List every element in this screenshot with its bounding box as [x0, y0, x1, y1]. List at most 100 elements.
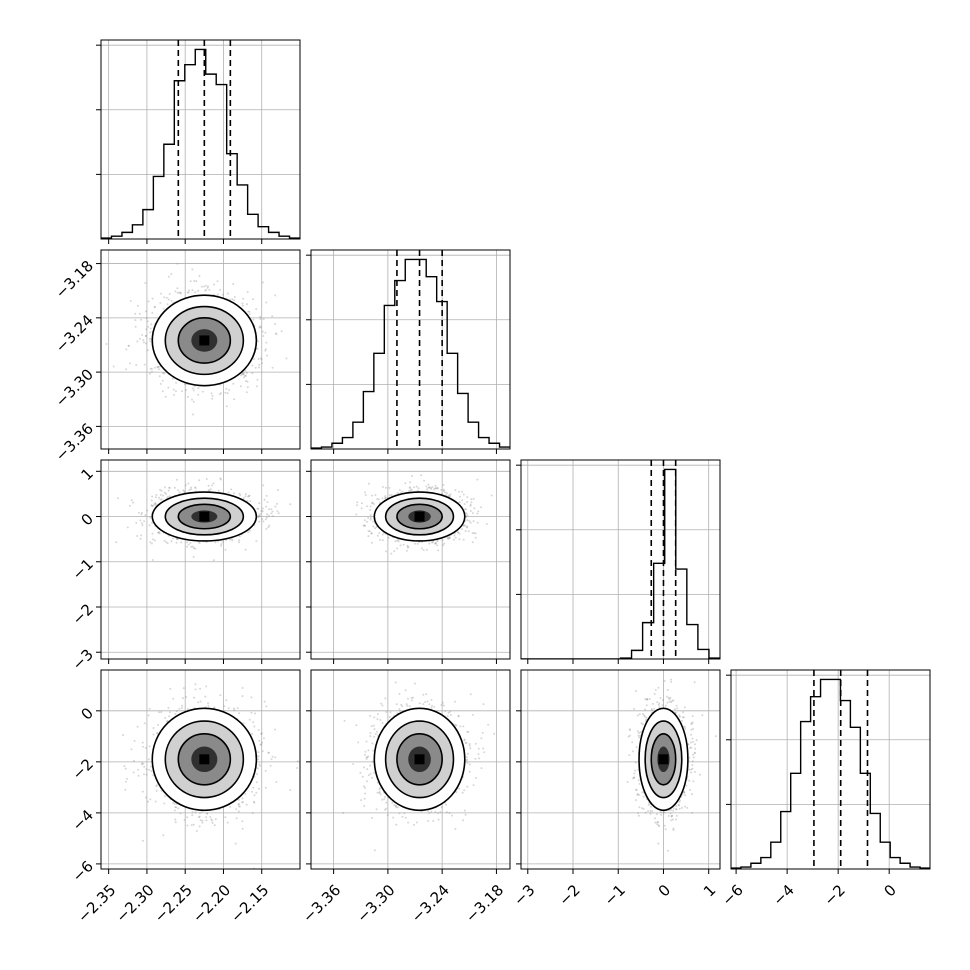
sample-point — [239, 494, 242, 497]
sample-point — [440, 488, 443, 491]
sample-point — [201, 390, 204, 393]
sample-point — [244, 495, 247, 498]
sample-point — [135, 364, 138, 366]
sample-point — [248, 310, 251, 313]
sample-point — [149, 327, 152, 330]
sample-point — [444, 491, 447, 494]
sample-point — [393, 550, 396, 553]
sample-point — [173, 486, 176, 489]
sample-point — [264, 349, 267, 352]
sample-point — [473, 531, 476, 534]
sample-point — [208, 289, 211, 291]
sample-point — [137, 304, 139, 307]
sample-point — [217, 489, 220, 492]
y-tick-label: −2 — [69, 600, 97, 628]
sample-point — [446, 537, 449, 540]
sample-point — [397, 540, 400, 543]
sample-point — [466, 526, 469, 529]
sample-point — [205, 816, 208, 819]
sample-point — [443, 542, 446, 545]
sample-point — [436, 540, 439, 543]
sample-point — [166, 303, 169, 306]
sample-point — [174, 290, 177, 293]
sample-point — [233, 299, 236, 302]
sample-point — [245, 493, 247, 495]
sample-point — [143, 341, 145, 344]
y-tick-label: −3.24 — [52, 311, 97, 356]
sample-point — [406, 546, 409, 549]
sample-point — [139, 519, 142, 522]
sample-point — [420, 474, 423, 477]
sample-point — [140, 522, 143, 525]
sample-point — [401, 490, 404, 493]
sample-point — [249, 500, 252, 503]
sample-point — [429, 486, 432, 489]
sample-point — [423, 479, 426, 482]
sample-point — [262, 318, 265, 321]
sample-point — [476, 521, 479, 524]
sample-point — [457, 531, 460, 534]
sample-point — [201, 821, 204, 824]
sample-point — [245, 371, 248, 374]
sample-point — [256, 767, 259, 770]
sample-point — [138, 511, 140, 514]
sample-point — [204, 695, 207, 698]
sample-point — [363, 524, 366, 527]
sample-point — [410, 475, 413, 477]
sample-point — [274, 332, 277, 335]
sample-point — [112, 365, 115, 368]
sample-point — [197, 393, 200, 396]
sample-point — [448, 494, 451, 497]
sample-point — [268, 508, 270, 511]
sample-point — [435, 487, 437, 490]
sample-point — [396, 547, 399, 550]
sample-point — [151, 522, 153, 524]
sample-point — [237, 810, 240, 813]
sample-point — [464, 524, 467, 527]
sample-point — [245, 803, 248, 806]
sample-point — [257, 516, 260, 519]
sample-point — [405, 549, 408, 552]
panel-frame — [100, 39, 301, 240]
sample-point — [416, 542, 419, 545]
sample-point — [477, 510, 480, 513]
sample-point — [187, 482, 190, 485]
sample-point — [255, 308, 258, 311]
sample-point — [434, 487, 437, 490]
sample-point — [153, 503, 155, 506]
sample-point — [369, 505, 372, 508]
sample-point — [384, 495, 387, 498]
sample-point — [362, 524, 365, 527]
sample-point — [364, 494, 367, 496]
sample-point — [458, 538, 461, 541]
sample-point — [170, 299, 173, 302]
sample-point — [192, 400, 195, 403]
sample-point — [125, 368, 127, 371]
sample-point — [259, 357, 262, 360]
sample-point — [256, 507, 259, 510]
sample-point — [134, 312, 137, 315]
sample-point — [214, 541, 217, 544]
sample-point — [463, 503, 466, 505]
sample-point — [435, 541, 437, 544]
sample-point — [164, 486, 166, 489]
sample-point — [198, 542, 201, 545]
sample-point — [162, 494, 165, 497]
sample-point — [167, 298, 170, 301]
sample-point — [265, 527, 268, 530]
sample-point — [364, 491, 366, 494]
sample-point — [191, 398, 193, 401]
sample-point — [186, 291, 189, 294]
sample-point — [437, 549, 440, 552]
sample-point — [174, 390, 177, 393]
sample-point — [160, 489, 163, 492]
panel-0-0 — [96, 39, 301, 244]
sample-point — [146, 320, 149, 323]
sample-point — [258, 325, 261, 328]
sample-point — [168, 495, 171, 498]
sample-point — [175, 381, 178, 384]
sample-point — [264, 348, 267, 351]
sample-point — [212, 482, 215, 485]
sample-point — [191, 268, 194, 271]
sample-point — [211, 822, 214, 824]
